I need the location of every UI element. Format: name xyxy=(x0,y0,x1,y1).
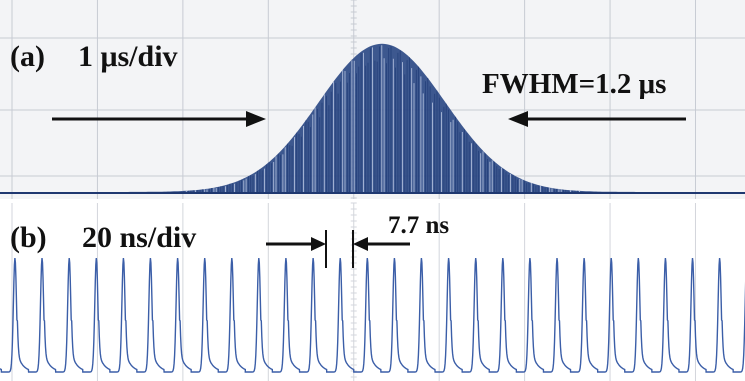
fwhm-left-arrow xyxy=(52,111,266,127)
period-left-arrow xyxy=(266,237,326,251)
panel-a-pulse-train xyxy=(0,43,745,194)
fwhm-right-arrow xyxy=(508,111,686,127)
period-annotation: 7.7 ns xyxy=(388,212,449,239)
panel-b-label: (b) xyxy=(10,221,47,254)
period-right-arrow xyxy=(353,237,410,251)
panel-b-pulse-train xyxy=(0,258,745,373)
fwhm-annotation: FWHM=1.2 μs xyxy=(482,68,666,100)
panel-a-label: (a) xyxy=(10,40,45,73)
pulse-b-trace xyxy=(0,258,745,373)
panel-a-timebase: 1 μs/div xyxy=(78,40,178,73)
panel-b-timebase: 20 ns/div xyxy=(82,221,196,254)
panel-b-grid xyxy=(11,202,696,381)
panel-separator xyxy=(0,199,745,203)
